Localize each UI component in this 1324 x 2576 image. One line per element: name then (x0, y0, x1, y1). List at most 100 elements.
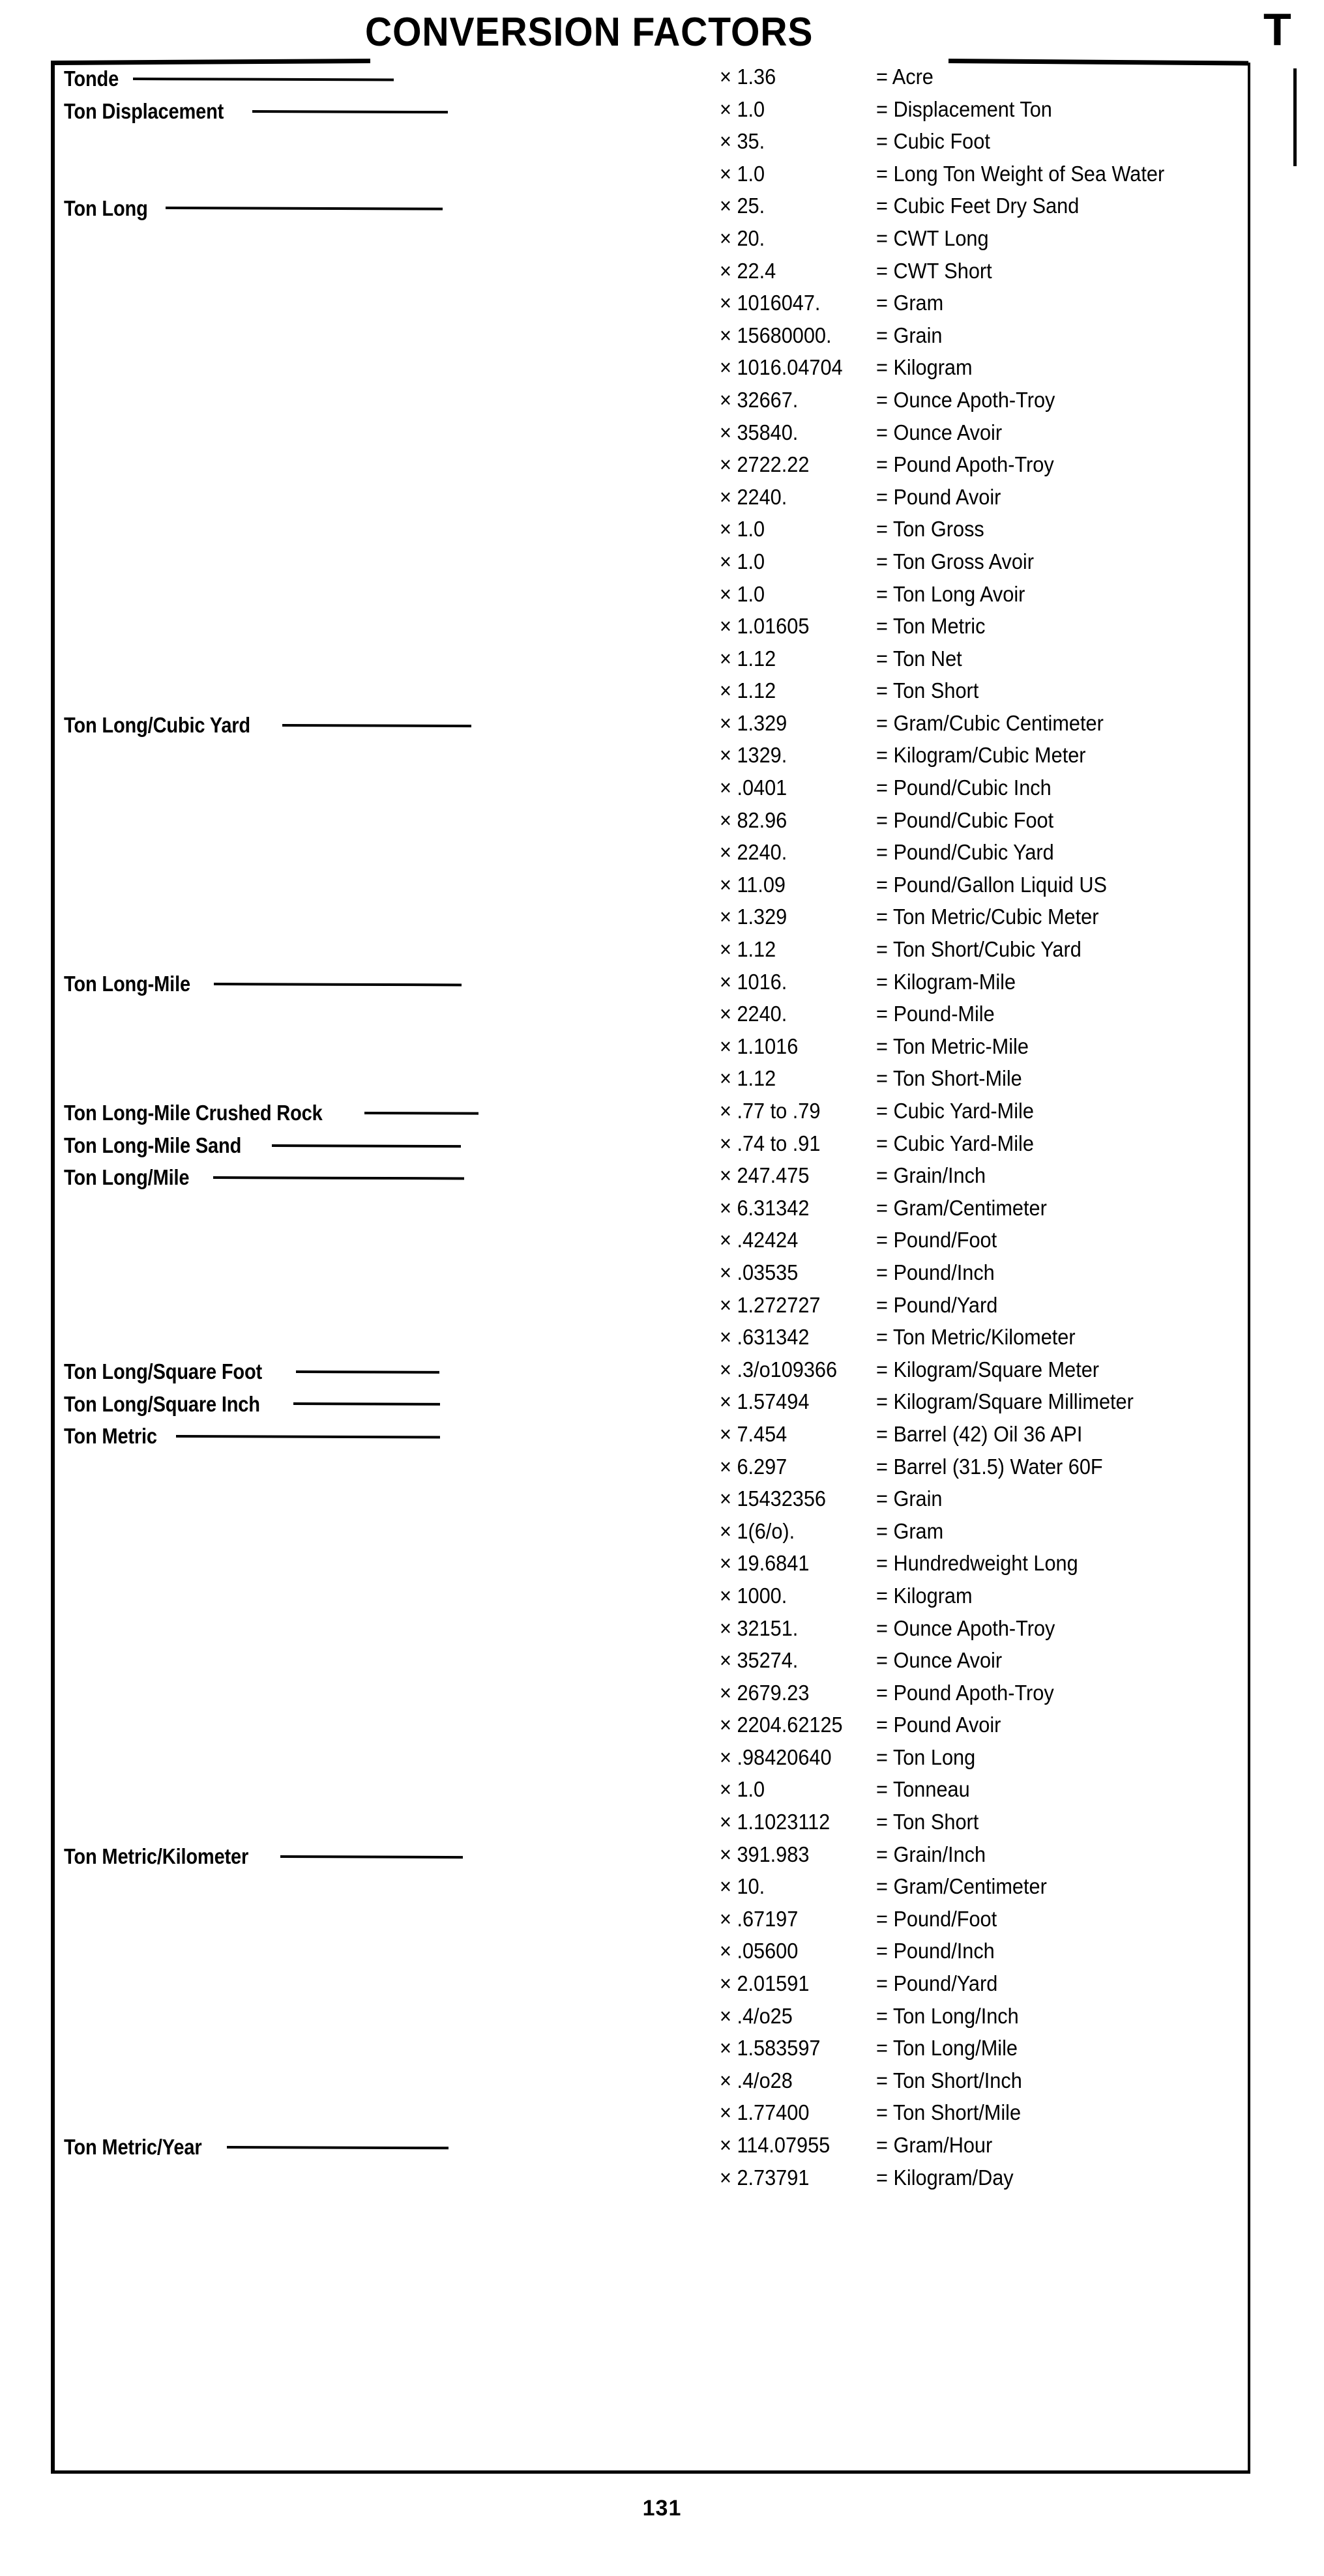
result-value: = Ounce Apoth-Troy (876, 1615, 1055, 1640)
factor-cell: × 11.09 (720, 873, 791, 897)
result-value: = Gram/Centimeter (876, 1195, 1047, 1220)
result-value: = Gram/Hour (876, 2133, 993, 2157)
table-row: × 19.6841 = Hundredweight Long (55, 1549, 1254, 1582)
table-row: Ton Long-Mile Crushed Rock × .77 to .79 = … (55, 1097, 1254, 1129)
result-value: = Ton Short (876, 1810, 979, 1834)
factor-value: × 1.0 (720, 1777, 765, 1802)
leader-line (227, 2146, 449, 2150)
table-row: × 1016047. = Gram (55, 289, 1254, 321)
result-cell: = Grain/Inch (876, 1163, 994, 1188)
unit-label-cell: Ton Long-Mile (64, 970, 690, 998)
factor-value: × 7.454 (720, 1421, 787, 1446)
result-cell: = CWT Long (876, 226, 997, 251)
result-value: = Acre (876, 65, 934, 89)
table-row: × 1.272727 = Pound/Yard (55, 1291, 1254, 1324)
result-cell: = Ton Long/Mile (876, 2036, 1028, 2061)
unit-label-cell (64, 421, 690, 448)
factor-value: × .631342 (720, 1325, 810, 1350)
unit-label-cell (64, 388, 690, 416)
result-value: = Long Ton Weight of Sea Water (876, 161, 1165, 186)
factor-cell: × 32667. (720, 388, 804, 412)
result-value: = Tonneau (876, 1777, 970, 1802)
factor-cell: × 2679.23 (720, 1681, 816, 1705)
unit-label: Ton Metric/Kilometer (64, 1844, 249, 1868)
factor-value: × 22.4 (720, 258, 776, 283)
factor-cell: × 1.12 (720, 1066, 780, 1091)
factor-cell: × .03535 (720, 1260, 804, 1285)
table-row: × 1.0 = Ton Gross (55, 515, 1254, 547)
page-title: CONVERSION FACTORS (365, 10, 814, 55)
result-cell: = Ounce Avoir (876, 420, 1012, 445)
table-row: × .4/o28 = Ton Short/Inch (55, 2066, 1254, 2099)
unit-label-cell (64, 1455, 690, 1483)
factor-value: × 1.583597 (720, 2036, 821, 2061)
factor-value: × 1000. (720, 1583, 787, 1608)
table-row: × 6.31342 = Gram/Centimeter (55, 1194, 1254, 1226)
result-value: = Pound/Inch (876, 1939, 995, 1963)
factor-cell: × 1(6/o). (720, 1519, 801, 1544)
unit-label-cell (64, 615, 690, 642)
result-cell: = Gram/Cubic Centimeter (876, 711, 1121, 736)
factor-value: × 35274. (720, 1648, 799, 1673)
result-value: = Kilogram/Square Meter (876, 1357, 1100, 1382)
table-row: × 32667. = Ounce Apoth-Troy (55, 386, 1254, 418)
result-cell: = Ton Short/Cubic Yard (876, 937, 1096, 962)
result-cell: = Gram/Centimeter (876, 1874, 1060, 1899)
result-cell: = Ton Short (876, 678, 986, 703)
factor-value: × 1.0 (720, 581, 765, 606)
factor-value: × 2.01591 (720, 1971, 810, 1996)
leader-line (364, 1112, 478, 1115)
factor-value: × 1.0 (720, 517, 765, 542)
factor-cell: × 7.454 (720, 1422, 792, 1447)
unit-label: Ton Metric (64, 1424, 157, 1449)
result-cell: = Pound/Yard (876, 1293, 1007, 1318)
table-row: Ton Metric/Year × 114.07955 = Gram/Hour (55, 2131, 1254, 2164)
table-row: × .98420640 = Ton Long (55, 1743, 1254, 1776)
factor-cell: × 6.31342 (720, 1196, 816, 1221)
factor-cell: × 1.12 (720, 937, 780, 962)
factor-cell: × 2240. (720, 1002, 792, 1026)
table-row: Ton Long/Square Foot × .3/o109366 = Kilogr… (55, 1355, 1254, 1388)
factor-cell: × 247.475 (720, 1163, 816, 1188)
factor-value: × 10. (720, 1874, 765, 1899)
factor-cell: × .42424 (720, 1228, 804, 1252)
factor-value: × 11.09 (720, 872, 786, 897)
result-value: = Pound/Foot (876, 1906, 997, 1931)
factor-cell: × .0401 (720, 775, 792, 800)
result-value: = Pound/Cubic Yard (876, 840, 1054, 865)
result-value: = Ton Metric-Mile (876, 1034, 1029, 1058)
result-value: = Ounce Avoir (876, 1648, 1003, 1673)
unit-label-cell (64, 1875, 690, 1902)
factor-cell: × 82.96 (720, 808, 792, 833)
conversion-factors-table: Tonde × 1.36 = Acre Ton Displacement × 1.0 = … (55, 63, 1254, 2195)
result-value: = Kilogram-Mile (876, 969, 1016, 994)
table-row: × 1.329 = Ton Metric/Cubic Meter (55, 903, 1254, 935)
unit-label-cell (64, 841, 690, 868)
factor-value: × 1.12 (720, 937, 776, 962)
result-cell: = Ton Short-Mile (876, 1066, 1033, 1091)
table-row: × 11.09 = Pound/Gallon Liquid US (55, 871, 1254, 903)
table-row: × .05600 = Pound/Inch (55, 1937, 1254, 1969)
result-cell: = Grain (876, 1486, 947, 1511)
table-row: × 2240. = Pound Avoir (55, 483, 1254, 515)
factor-value: × .77 to .79 (720, 1099, 821, 1123)
factor-value: × 1.329 (720, 904, 787, 929)
leader-line (214, 982, 462, 987)
factor-value: × .4/o25 (720, 2003, 793, 2028)
leader-line (272, 1144, 462, 1148)
result-value: = Kilogram/Cubic Meter (876, 743, 1086, 768)
result-cell: = Pound Avoir (876, 485, 1010, 510)
leader-line (252, 109, 448, 113)
result-cell: = Pound/Gallon Liquid US (876, 873, 1125, 897)
result-cell: = Kilogram/Cubic Meter (876, 743, 1102, 768)
page-header: CONVERSION FACTORS T (0, 0, 1324, 166)
result-cell: = Ton Long (876, 1745, 983, 1770)
unit-label: Ton Displacement (64, 98, 224, 123)
result-value: = Ounce Apoth-Troy (876, 387, 1055, 412)
unit-label-cell (64, 1552, 690, 1579)
unit-label: Tonde (64, 66, 119, 91)
factor-cell: × 2.73791 (720, 2165, 816, 2190)
factor-value: × 15680000. (720, 323, 832, 347)
unit-label-cell (64, 1746, 690, 1773)
factor-value: × 2240. (720, 1002, 787, 1026)
